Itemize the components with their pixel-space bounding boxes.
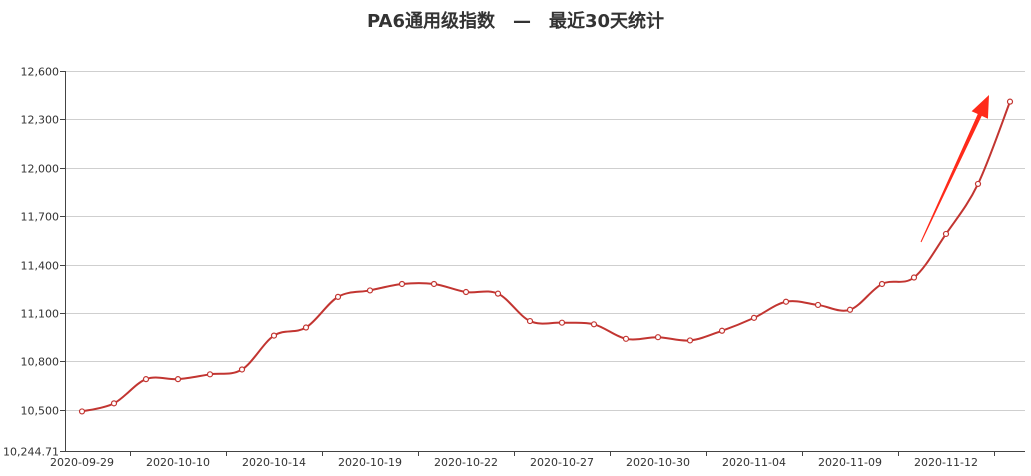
series-layer (78, 98, 1014, 415)
data-point[interactable] (718, 327, 726, 334)
grid-lines (65, 71, 1025, 411)
data-point[interactable] (622, 335, 630, 342)
data-point[interactable] (430, 280, 438, 288)
data-point[interactable] (142, 376, 150, 383)
data-point[interactable] (334, 293, 342, 300)
x-tick-label: 2020-10-30 (626, 456, 690, 469)
chart-title: PA6通用级指数 — 最近30天统计 (366, 11, 665, 32)
data-point[interactable] (174, 376, 182, 383)
y-tick-label: 12,000 (21, 163, 60, 176)
x-tick-label: 2020-11-12 (914, 456, 978, 469)
data-point[interactable] (366, 287, 374, 294)
data-point[interactable] (302, 324, 310, 331)
x-tick-label: 2020-09-29 (50, 456, 114, 469)
x-tick-label: 2020-10-27 (530, 456, 594, 469)
y-tick-label: 11,400 (21, 260, 60, 273)
y-tick-label: 10,800 (21, 356, 60, 369)
data-point[interactable] (78, 408, 86, 415)
data-point[interactable] (270, 332, 278, 339)
data-point[interactable] (846, 306, 854, 313)
data-point[interactable] (942, 230, 950, 238)
data-point[interactable] (910, 274, 918, 281)
data-point[interactable] (206, 371, 214, 378)
data-point[interactable] (750, 314, 758, 321)
x-tick-label: 2020-10-14 (242, 456, 306, 469)
y-tick-label: 10,500 (21, 405, 60, 418)
data-point[interactable] (1006, 98, 1014, 105)
data-point[interactable] (654, 334, 662, 341)
data-point[interactable] (814, 301, 822, 309)
x-tick-label: 2020-11-09 (818, 456, 882, 469)
data-point[interactable] (974, 180, 982, 188)
data-point[interactable] (110, 400, 118, 407)
y-tick-label: 11,100 (21, 308, 60, 321)
data-point[interactable] (526, 317, 534, 325)
data-point[interactable] (686, 337, 694, 344)
x-tick-label: 2020-11-04 (722, 456, 786, 469)
y-tick-label: 12,600 (21, 66, 60, 79)
series-line (81, 101, 1011, 413)
data-point[interactable] (558, 319, 566, 326)
trend-arrow-annotation (920, 95, 989, 243)
data-point[interactable] (462, 288, 470, 296)
y-tick-label: 11,700 (21, 211, 60, 224)
data-point[interactable] (782, 298, 790, 305)
data-point[interactable] (238, 366, 246, 373)
y-tick-label: 10,244.71 (3, 446, 59, 459)
data-point[interactable] (398, 280, 406, 288)
x-tick-label: 2020-10-10 (146, 456, 210, 469)
axes: 10,244.71 10,500 10,800 11,100 11,400 11,700 1… (3, 66, 1025, 469)
x-tick-label: 2020-10-22 (434, 456, 498, 469)
x-tick-label: 2020-10-19 (338, 456, 402, 469)
data-point[interactable] (590, 321, 598, 328)
data-point[interactable] (494, 290, 502, 297)
y-tick-label: 12,300 (21, 114, 60, 127)
annotation-layer (920, 95, 989, 243)
data-point[interactable] (878, 280, 886, 288)
